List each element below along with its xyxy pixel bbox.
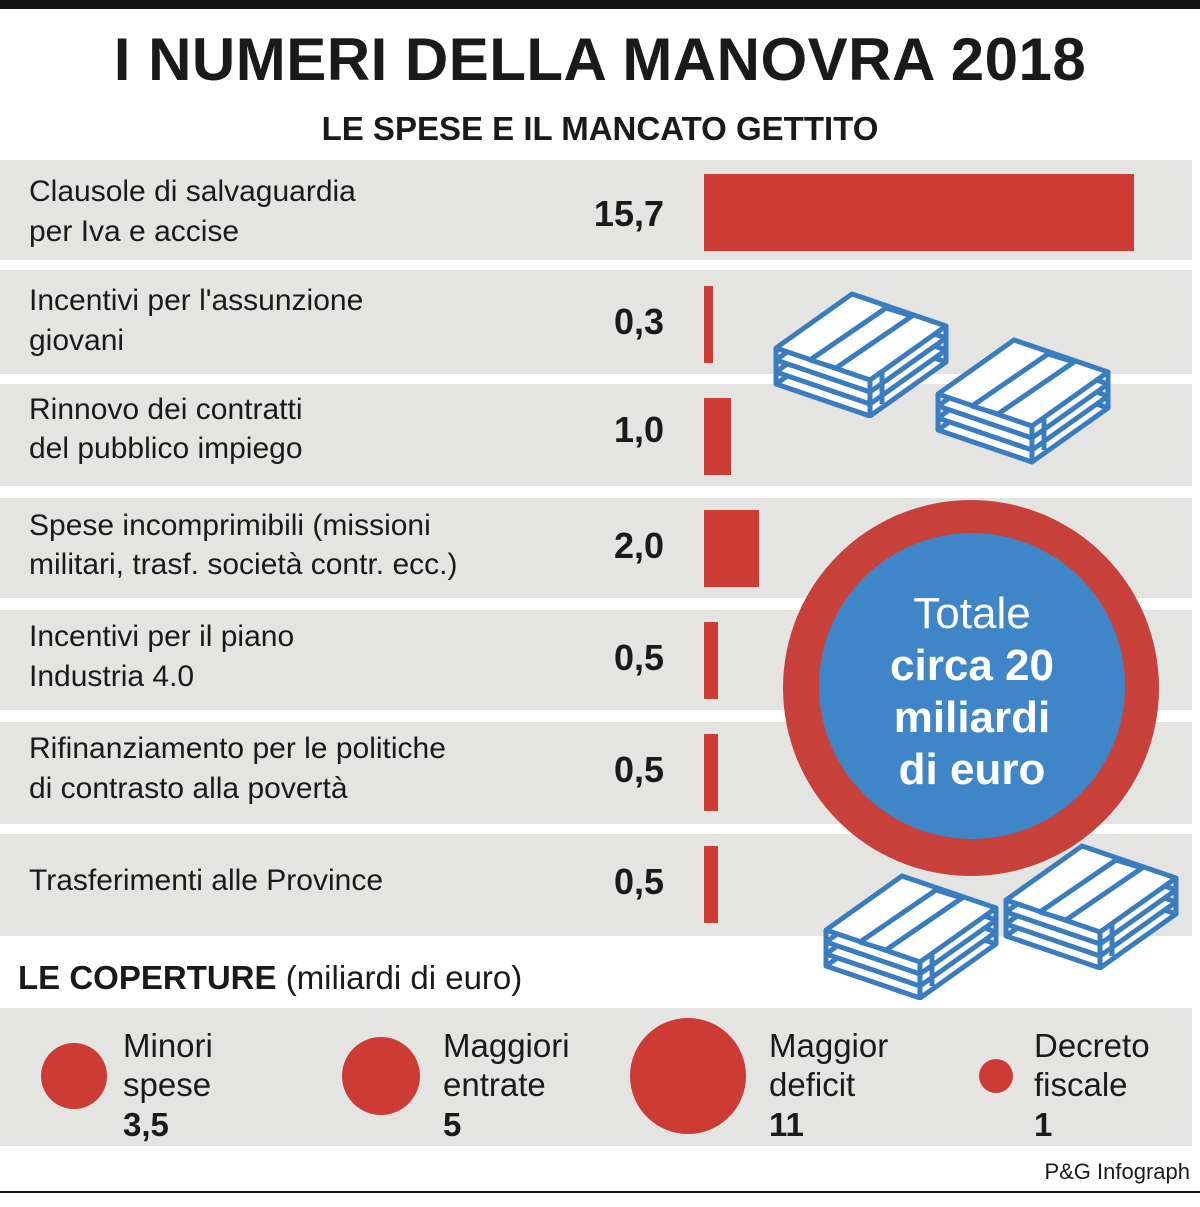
- coverage-label-line: entrate: [443, 1066, 546, 1103]
- coverage-heading-title: LE COPERTURE: [18, 959, 277, 996]
- coverage-heading-unit: (miliardi di euro): [285, 959, 523, 996]
- coverage-label-line: Maggiori: [443, 1027, 570, 1064]
- top-rule: [0, 0, 1200, 9]
- row-label-line: militari, trasf. società contr. ecc.): [29, 548, 458, 581]
- coverage-label-line: Decreto: [1034, 1027, 1150, 1064]
- coverage-bubble: [41, 1043, 107, 1109]
- bar: [704, 734, 718, 811]
- coverage-label-line: spese: [123, 1066, 212, 1103]
- row-label-line: Trasferimenti alle Province: [29, 864, 384, 897]
- data-label: 15,7: [593, 193, 664, 234]
- bar: [704, 286, 713, 363]
- chart-subtitle: LE SPESE E IL MANCATO GETTITO: [321, 110, 879, 147]
- bar: [704, 174, 1134, 251]
- bar: [704, 510, 759, 587]
- page-title: I NUMERI DELLA MANOVRA 2018: [113, 26, 1087, 93]
- money-stack-icon: [935, 337, 1111, 465]
- row-label-line: Rinnovo dei contratti: [29, 393, 303, 426]
- row-label-line: giovani: [29, 324, 125, 357]
- money-stack-icon: [1003, 843, 1179, 970]
- coverage-bubble: [979, 1059, 1013, 1093]
- data-label: 1,0: [613, 409, 664, 450]
- row-label-line: Clausole di salvaguardia: [29, 175, 356, 208]
- coverage-value: 11: [769, 1106, 804, 1143]
- coverage-label-line: deficit: [769, 1066, 856, 1103]
- total-amount-line: di euro: [898, 745, 1046, 794]
- row-label-line: per Iva e accise: [29, 215, 240, 248]
- data-label: 2,0: [613, 525, 664, 566]
- bar: [704, 846, 718, 923]
- money-stack-icon: [773, 291, 949, 418]
- coverage-bubble: [630, 1018, 746, 1134]
- total-amount-line: miliardi: [893, 693, 1051, 742]
- coverage-bubble: [342, 1037, 420, 1115]
- data-label: 0,5: [613, 861, 664, 902]
- row-label-line: di contrasto alla povertà: [29, 772, 348, 805]
- data-label: 0,5: [613, 637, 664, 678]
- bottom-rule: [0, 1191, 1200, 1193]
- coverage-label-line: Minori: [123, 1027, 213, 1064]
- row-label-line: del pubblico impiego: [29, 432, 303, 465]
- coverage-heading: LE COPERTURE (miliardi di euro): [18, 958, 522, 998]
- source-credit: P&G Infograph: [1044, 1159, 1190, 1184]
- bar: [704, 398, 731, 475]
- row-label-line: Incentivi per il piano: [29, 620, 295, 653]
- coverage-value: 5: [443, 1106, 462, 1143]
- total-badge: [819, 533, 1125, 839]
- coverage-label-line: Maggior: [769, 1027, 889, 1064]
- coverage-value: 3,5: [123, 1106, 169, 1143]
- row-label-line: Industria 4.0: [29, 660, 195, 693]
- total-label: Totale: [913, 589, 1031, 638]
- total-badge-text: Totale circa 20 miliardi di euro: [819, 588, 1125, 796]
- bar: [704, 622, 718, 699]
- data-label: 0,5: [613, 749, 664, 790]
- money-stack-icon: [823, 873, 999, 1000]
- data-label: 0,3: [613, 301, 664, 342]
- total-amount-line: circa 20: [890, 641, 1054, 690]
- coverage-label-line: fiscale: [1034, 1066, 1128, 1103]
- row-label-line: Spese incomprimibili (missioni: [29, 509, 431, 542]
- row-label-line: Rifinanziamento per le politiche: [29, 732, 446, 765]
- coverage-value: 1: [1034, 1106, 1053, 1143]
- row-label-line: Incentivi per l'assunzione: [29, 284, 364, 317]
